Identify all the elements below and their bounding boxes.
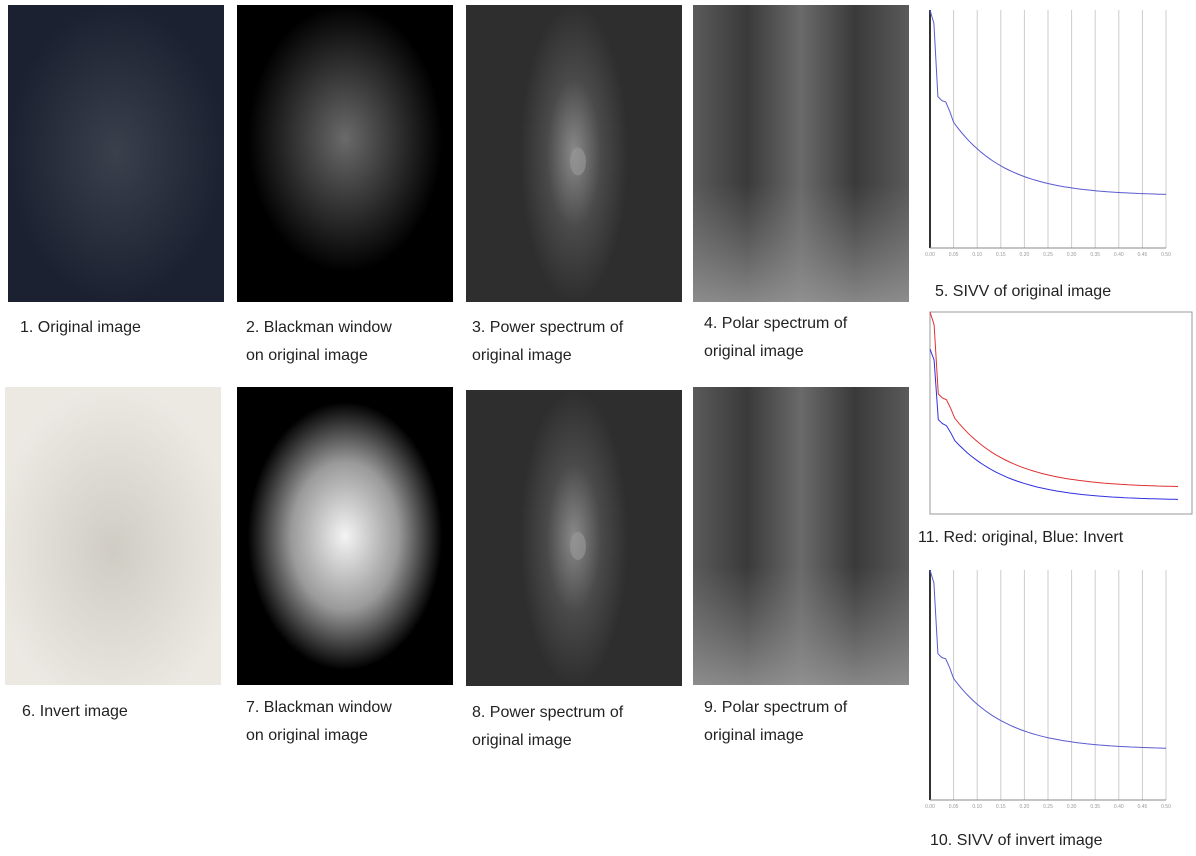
caption: 6. Invert image: [22, 703, 128, 720]
plot-area: [918, 312, 1196, 524]
x-tick-label: 0.40: [1114, 252, 1124, 258]
caption: original image: [704, 343, 804, 360]
image: [237, 5, 453, 302]
caption: original image: [704, 727, 804, 744]
plot-area: [918, 10, 1176, 262]
panel: 0.00 0.05 0.10 0.15 0.20 0.25 0.30 0.35 0.40 0.45…: [918, 570, 1176, 849]
x-tick-label: 0.25: [1043, 804, 1053, 810]
caption: 2. Blackman window: [246, 319, 392, 336]
image: [8, 5, 224, 302]
x-tick-label: 0.45: [1138, 252, 1148, 258]
x-tick-label: 0.35: [1090, 804, 1100, 810]
caption: 3. Power spectrum of: [472, 319, 624, 336]
panel: 9. Polar spectrum of original image: [693, 387, 909, 744]
panel: 8. Power spectrum of original image: [466, 390, 682, 749]
panel: 0.00 0.05 0.10 0.15 0.20 0.25 0.30 0.35 0.40 0.45…: [918, 10, 1176, 300]
image-detail: [570, 532, 586, 560]
caption: on original image: [246, 727, 368, 744]
image-detail: [693, 387, 909, 685]
panel: 6. Invert image: [5, 387, 221, 720]
x-tick-label: 0.25: [1043, 252, 1053, 258]
x-tick-label: 0.15: [996, 804, 1006, 810]
panel: 11. Red: original, Blue: Invert: [918, 312, 1196, 546]
caption: on original image: [246, 347, 368, 364]
x-tick-label: 0.40: [1114, 804, 1124, 810]
panel: 7. Blackman window on original image: [237, 387, 453, 744]
x-tick-label: 0.00: [925, 252, 935, 258]
panel: 3. Power spectrum of original image: [466, 5, 682, 364]
x-tick-label: 0.20: [1020, 252, 1030, 258]
panel: 2. Blackman window on original image: [237, 5, 453, 364]
x-tick-label: 0.20: [1020, 804, 1030, 810]
caption: 1. Original image: [20, 319, 141, 336]
x-tick-label: 0.50: [1161, 804, 1171, 810]
image: [5, 387, 221, 685]
plot-area: [918, 570, 1176, 814]
x-tick-label: 0.50: [1161, 252, 1171, 258]
caption: 7. Blackman window: [246, 699, 392, 716]
x-tick-label: 0.00: [925, 804, 935, 810]
caption: 5. SIVV of original image: [935, 283, 1111, 300]
x-tick-label: 0.10: [972, 252, 982, 258]
caption: original image: [472, 732, 572, 749]
caption: 11. Red: original, Blue: Invert: [918, 529, 1124, 546]
x-tick-label: 0.05: [949, 804, 959, 810]
panel: 4. Polar spectrum of original image: [693, 5, 909, 360]
caption: 10. SIVV of invert image: [930, 832, 1103, 849]
figure: 1. Original image 2. Blackman window on or…: [0, 0, 1196, 856]
image-detail: [570, 148, 586, 176]
image-detail: [693, 5, 909, 302]
x-tick-label: 0.45: [1138, 804, 1148, 810]
caption: 8. Power spectrum of: [472, 704, 624, 721]
x-tick-label: 0.35: [1090, 252, 1100, 258]
x-tick-label: 0.30: [1067, 804, 1077, 810]
caption: 9. Polar spectrum of: [704, 699, 848, 716]
x-tick-label: 0.30: [1067, 252, 1077, 258]
x-tick-label: 0.05: [949, 252, 959, 258]
panel: 1. Original image: [8, 5, 224, 336]
caption: 4. Polar spectrum of: [704, 315, 848, 332]
x-tick-label: 0.10: [972, 804, 982, 810]
caption: original image: [472, 347, 572, 364]
x-tick-label: 0.15: [996, 252, 1006, 258]
image: [237, 387, 453, 685]
